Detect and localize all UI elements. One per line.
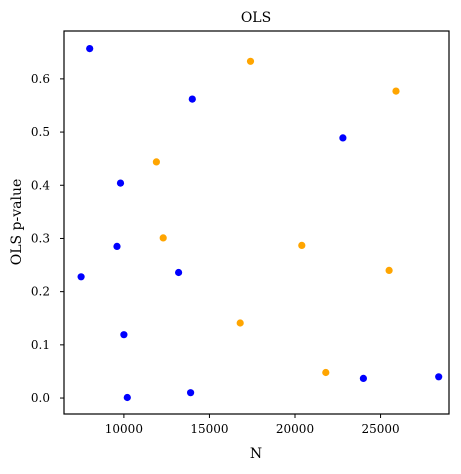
x-tick-label: 25000 [361,422,399,436]
data-point-s0-8 [123,393,131,402]
data-point-s1-0 [246,57,255,65]
data-point-s0-9 [187,389,195,397]
data-point-s0-0 [86,45,94,53]
y-tick-label: 0.3 [31,231,50,245]
data-point-s0-4 [113,242,121,250]
data-point-s0-11 [435,373,443,381]
x-tick-label: 20000 [276,422,314,436]
data-point-s0-3 [116,179,125,187]
plot-frame [63,30,450,415]
data-point-s0-1 [188,95,196,103]
y-axis: 0.0 0.1 0.2 0.3 0.4 0.5 0.6 [31,72,64,405]
data-point-s1-3 [159,234,167,242]
x-axis: 10000 15000 20000 25000 [105,414,400,436]
data-point-s1-1 [392,87,400,95]
x-tick-label: 10000 [105,422,143,436]
data-point-s0-6 [77,273,85,281]
data-point-s1-7 [322,368,330,377]
x-tick-label: 15000 [190,422,228,436]
y-tick-label: 0.6 [31,72,50,86]
data-point-s1-5 [385,266,393,274]
y-tick-label: 0.2 [31,285,50,299]
data-point-s1-4 [298,241,306,249]
data-point-s0-10 [359,374,367,382]
data-point-s0-7 [120,331,128,339]
data-point-s0-2 [339,134,347,142]
y-tick-label: 0.4 [31,178,50,192]
y-tick-label: 0.0 [31,391,50,405]
x-axis-label: N [250,446,262,462]
data-point-s1-2 [152,158,160,166]
chart-title: OLS [241,10,271,26]
y-tick-label: 0.1 [31,338,50,352]
data-point-s1-6 [236,319,244,327]
data-point-s0-5 [175,268,183,277]
points-layer [77,45,443,402]
y-axis-label: OLS p-value [9,179,25,266]
y-tick-label: 0.5 [31,125,50,139]
